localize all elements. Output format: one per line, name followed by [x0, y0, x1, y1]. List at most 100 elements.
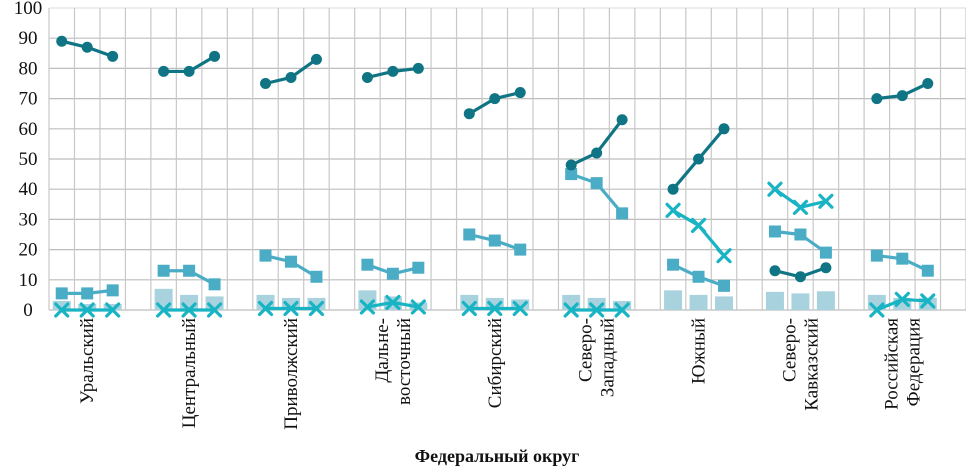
x-tick-label: Федерация	[903, 318, 924, 407]
data-point-circle	[871, 93, 883, 105]
data-point-circle	[285, 71, 297, 83]
data-point-square	[284, 255, 297, 268]
data-point-x	[385, 294, 401, 311]
x-stroke	[792, 199, 809, 215]
series-circle	[56, 35, 934, 283]
y-tick-label: 30	[19, 209, 38, 230]
x-stroke	[79, 302, 95, 318]
data-point-square	[361, 258, 374, 271]
data-point-x	[894, 291, 910, 308]
x-stroke	[385, 294, 401, 311]
series-line	[672, 208, 726, 257]
y-tick-label: 70	[19, 89, 38, 110]
data-point-circle	[514, 87, 526, 99]
data-point-circle	[209, 50, 221, 62]
data-point-x	[920, 293, 936, 309]
data-point-circle	[387, 65, 399, 77]
data-point-square	[208, 278, 221, 291]
x-stroke	[767, 181, 783, 197]
data-point-circle	[260, 78, 272, 89]
data-point-x	[665, 202, 681, 218]
data-point-square	[794, 228, 807, 241]
grid	[48, 7, 966, 311]
data-point-x	[818, 193, 834, 209]
data-point-x	[54, 302, 70, 318]
data-point-x	[257, 300, 274, 317]
data-point-circle	[667, 183, 679, 195]
data-point-circle	[81, 41, 93, 53]
lines	[54, 35, 936, 318]
data-point-circle	[565, 159, 577, 171]
data-point-square	[590, 177, 603, 190]
x-tick-label: Центральный	[179, 318, 200, 428]
data-point-square	[386, 267, 399, 280]
data-point-x	[283, 300, 299, 317]
x-axis-label: Федеральный округ	[415, 446, 580, 466]
x-stroke	[105, 302, 121, 318]
series-cross	[54, 181, 936, 318]
data-point-x	[512, 300, 528, 317]
bar	[52, 300, 71, 310]
data-point-square	[718, 279, 731, 292]
x-stroke	[894, 291, 910, 308]
data-point-square	[81, 287, 94, 300]
bar	[78, 303, 97, 310]
data-point-square	[310, 270, 323, 283]
x-stroke	[589, 302, 605, 318]
x-stroke	[283, 300, 299, 317]
data-point-x	[487, 300, 503, 317]
data-point-circle	[310, 53, 322, 65]
x-tick-label: Российская	[881, 318, 902, 410]
x-tick-label: Кавказский	[801, 318, 822, 411]
bar	[613, 300, 632, 310]
x-tick-label: Южный	[689, 318, 710, 384]
data-point-square	[921, 264, 934, 277]
x-tick-label: Северо-	[576, 318, 597, 382]
bar	[103, 303, 122, 310]
data-point-square	[106, 284, 119, 297]
x-stroke	[614, 302, 630, 318]
data-point-x	[869, 302, 885, 318]
x-stroke	[461, 300, 477, 317]
data-point-square	[692, 270, 705, 283]
y-tick-label: 80	[19, 58, 38, 79]
series-square	[55, 168, 934, 300]
x-stroke	[156, 302, 172, 318]
data-point-x	[156, 302, 172, 318]
data-point-square	[870, 249, 883, 262]
y-tick-label: 50	[19, 149, 38, 170]
data-point-x	[767, 181, 783, 197]
data-point-circle	[412, 62, 424, 74]
data-point-circle	[896, 90, 908, 102]
data-point-circle	[591, 147, 603, 159]
data-point-square	[616, 207, 629, 220]
bar	[791, 293, 810, 310]
data-point-x	[589, 302, 605, 318]
bar	[511, 299, 530, 310]
x-axis-ticks: Уральский Центральный Приволжский Дальне-во…	[77, 318, 924, 430]
x-tick-label: Западный	[598, 318, 619, 397]
data-point-x	[614, 302, 630, 318]
x-tick-label: Приволжский	[281, 318, 302, 430]
data-point-circle	[922, 78, 934, 89]
x-stroke	[869, 302, 885, 318]
x-tick-label: Уральский	[77, 318, 98, 404]
data-point-square	[565, 168, 578, 181]
x-stroke	[690, 217, 707, 234]
data-point-square	[157, 264, 170, 277]
data-point-circle	[693, 153, 705, 165]
x-tick-label: восточный	[394, 318, 415, 405]
data-point-square	[514, 243, 527, 256]
data-point-circle	[107, 50, 119, 62]
data-point-circle	[361, 71, 373, 83]
data-point-circle	[794, 271, 806, 283]
data-point-square	[768, 225, 781, 238]
data-point-circle	[183, 65, 195, 77]
data-point-circle	[158, 65, 170, 77]
data-point-square	[259, 249, 272, 262]
x-stroke	[818, 193, 834, 209]
data-point-circle	[463, 108, 475, 120]
bar	[715, 296, 734, 310]
data-point-square	[55, 287, 68, 300]
